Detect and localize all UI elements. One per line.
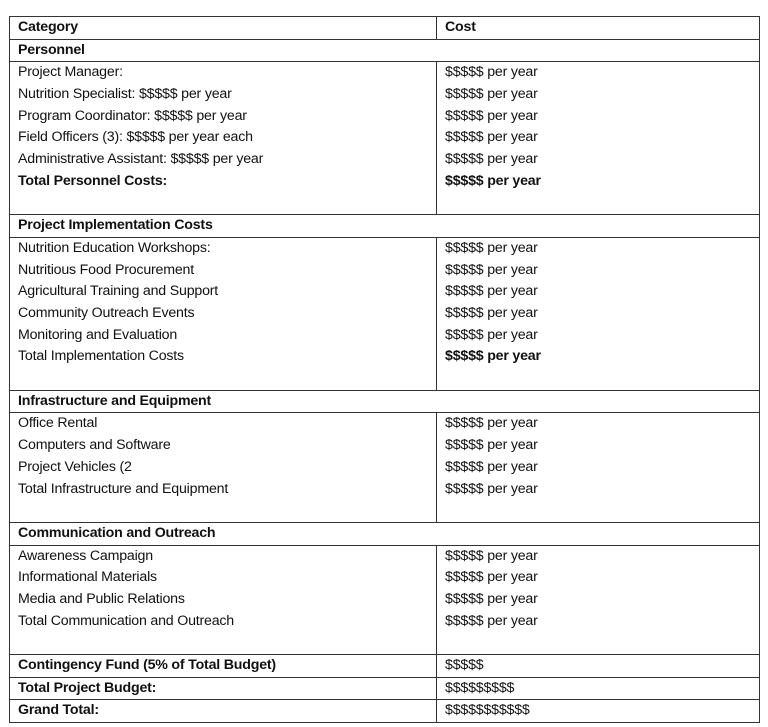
item-label: Informational Materials — [18, 569, 157, 586]
item-label: Office Rental — [18, 415, 98, 432]
header-category: Category — [9, 16, 437, 40]
item-labels-cell: Awareness Campaign Informational Material… — [9, 544, 437, 656]
item-label: Total Implementation Costs — [18, 348, 184, 365]
section-header-row: Communication and Outreach — [9, 521, 760, 546]
total-cost: $$$$$$$$$ — [436, 676, 760, 701]
header-row: Category Cost — [9, 16, 760, 40]
item-cost: $$$$$ per year — [445, 612, 538, 629]
section-items-row: Office Rental Computers and Software Proje… — [9, 412, 760, 523]
total-label: Grand Total: — [9, 699, 437, 724]
total-row: Total Project Budget: $$$$$$$$$ — [9, 676, 760, 701]
item-cost: $$$$$ per year — [445, 107, 538, 124]
item-label: Nutrition Specialist: $$$$$ per year — [18, 86, 232, 103]
item-label: Project Vehicles (2 — [18, 458, 132, 475]
item-cost: $$$$$ per year — [445, 261, 538, 278]
item-labels-cell: Office Rental Computers and Software Proje… — [9, 412, 437, 523]
item-costs-cell: $$$$$ per year $$$$$ per year $$$$$ per ye… — [436, 544, 760, 656]
item-labels-cell: Nutrition Education Workshops: Nutritious… — [9, 236, 437, 391]
item-label: Nutritious Food Procurement — [18, 261, 194, 278]
item-label: Monitoring and Evaluation — [18, 326, 178, 343]
item-label: Total Communication and Outreach — [18, 612, 234, 629]
item-label: Community Outreach Events — [18, 304, 195, 321]
item-cost: $$$$$ per year — [445, 569, 538, 586]
section-header-row: Infrastructure and Equipment — [9, 389, 760, 414]
item-cost: $$$$$ per year — [445, 458, 538, 475]
item-cost: $$$$$ per year — [445, 437, 538, 454]
blank-line — [18, 632, 428, 654]
item-label: Administrative Assistant: $$$$$ per year — [18, 151, 264, 168]
item-label: Total Infrastructure and Equipment — [18, 480, 229, 497]
total-label: Total Project Budget: — [9, 676, 437, 701]
item-label: Project Manager: — [18, 64, 123, 81]
section-items-row: Awareness Campaign Informational Material… — [9, 544, 760, 656]
total-cost: $$$$$ — [436, 654, 760, 678]
section-header-row: Project Implementation Costs — [9, 214, 760, 238]
item-cost: $$$$$ per year — [445, 151, 538, 168]
section-items-row: Nutrition Education Workshops: Nutritious… — [9, 236, 760, 391]
item-cost: $$$$$ per year — [445, 172, 541, 189]
item-label: Media and Public Relations — [18, 590, 185, 607]
item-labels-cell: Project Manager: Nutrition Specialist: $$… — [9, 61, 437, 216]
item-cost: $$$$$ per year — [445, 64, 538, 81]
section-items-row: Project Manager: Nutrition Specialist: $$… — [9, 61, 760, 216]
blank-line — [445, 632, 751, 654]
item-cost: $$$$$ per year — [445, 86, 538, 103]
item-cost: $$$$$ per year — [445, 415, 538, 432]
blank-line — [445, 193, 751, 215]
blank-line — [18, 500, 428, 522]
item-label: Agricultural Training and Support — [18, 283, 219, 300]
item-costs-cell: $$$$$ per year $$$$$ per year $$$$$ per ye… — [436, 412, 760, 523]
item-label: Field Officers (3): $$$$$ per year each — [18, 129, 253, 146]
total-row: Grand Total: $$$$$$$$$$$ — [9, 699, 760, 724]
item-cost: $$$$$ per year — [445, 283, 538, 300]
item-cost: $$$$$ per year — [445, 348, 541, 365]
section-header-row: Personnel — [9, 38, 760, 63]
item-cost: $$$$$ per year — [445, 239, 538, 256]
section-title: Communication and Outreach — [9, 521, 760, 546]
item-costs-cell: $$$$$ per year $$$$$ per year $$$$$ per ye… — [436, 61, 760, 216]
item-cost: $$$$$ per year — [445, 547, 538, 564]
budget-table: Category Cost Personnel Project Manager: N… — [9, 16, 760, 724]
item-cost: $$$$$ per year — [445, 480, 538, 497]
header-cost: Cost — [436, 16, 760, 40]
item-label: Total Personnel Costs: — [18, 172, 168, 189]
item-label: Program Coordinator: $$$$$ per year — [18, 107, 247, 124]
section-title: Personnel — [9, 38, 760, 63]
item-label: Awareness Campaign — [18, 547, 153, 564]
blank-line — [18, 368, 428, 390]
section-title: Infrastructure and Equipment — [9, 389, 760, 414]
item-cost: $$$$$ per year — [445, 304, 538, 321]
item-costs-cell: $$$$$ per year $$$$$ per year $$$$$ per ye… — [436, 236, 760, 391]
section-title: Project Implementation Costs — [9, 214, 760, 238]
blank-line — [18, 193, 428, 215]
item-label: Nutrition Education Workshops: — [18, 239, 211, 256]
total-row: Contingency Fund (5% of Total Budget) $$$… — [9, 654, 760, 678]
total-label: Contingency Fund (5% of Total Budget) — [9, 654, 437, 678]
total-cost: $$$$$$$$$$$ — [436, 699, 760, 724]
item-cost: $$$$$ per year — [445, 129, 538, 146]
blank-line — [445, 500, 751, 522]
item-label: Computers and Software — [18, 437, 171, 454]
blank-line — [445, 368, 751, 390]
item-cost: $$$$$ per year — [445, 590, 538, 607]
item-cost: $$$$$ per year — [445, 326, 538, 343]
